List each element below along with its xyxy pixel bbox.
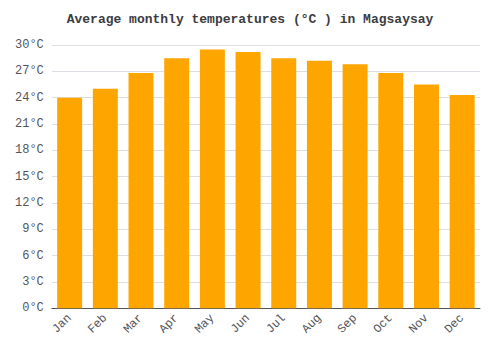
svg-text:9°C: 9°C <box>22 222 44 236</box>
svg-text:Average monthly temperatures (: Average monthly temperatures (°C ) in Ma… <box>67 12 434 27</box>
svg-text:Jul: Jul <box>264 311 289 336</box>
svg-text:18°C: 18°C <box>15 143 44 157</box>
svg-text:Jun: Jun <box>228 311 253 336</box>
svg-text:May: May <box>192 311 217 336</box>
svg-text:Nov: Nov <box>406 311 431 336</box>
svg-text:Sep: Sep <box>335 311 360 336</box>
svg-text:3°C: 3°C <box>22 275 44 289</box>
svg-text:Oct: Oct <box>371 311 396 336</box>
svg-text:27°C: 27°C <box>15 64 44 78</box>
svg-text:Jan: Jan <box>49 311 74 336</box>
svg-text:Apr: Apr <box>156 311 181 336</box>
svg-text:21°C: 21°C <box>15 117 44 131</box>
svg-text:0°C: 0°C <box>22 301 44 315</box>
svg-text:Feb: Feb <box>85 311 110 336</box>
svg-text:Dec: Dec <box>442 311 467 336</box>
svg-text:12°C: 12°C <box>15 196 44 210</box>
svg-text:Mar: Mar <box>121 311 146 336</box>
svg-text:6°C: 6°C <box>22 249 44 263</box>
svg-text:30°C: 30°C <box>15 38 44 52</box>
svg-text:24°C: 24°C <box>15 91 44 105</box>
svg-text:Aug: Aug <box>299 311 324 336</box>
svg-text:15°C: 15°C <box>15 170 44 184</box>
